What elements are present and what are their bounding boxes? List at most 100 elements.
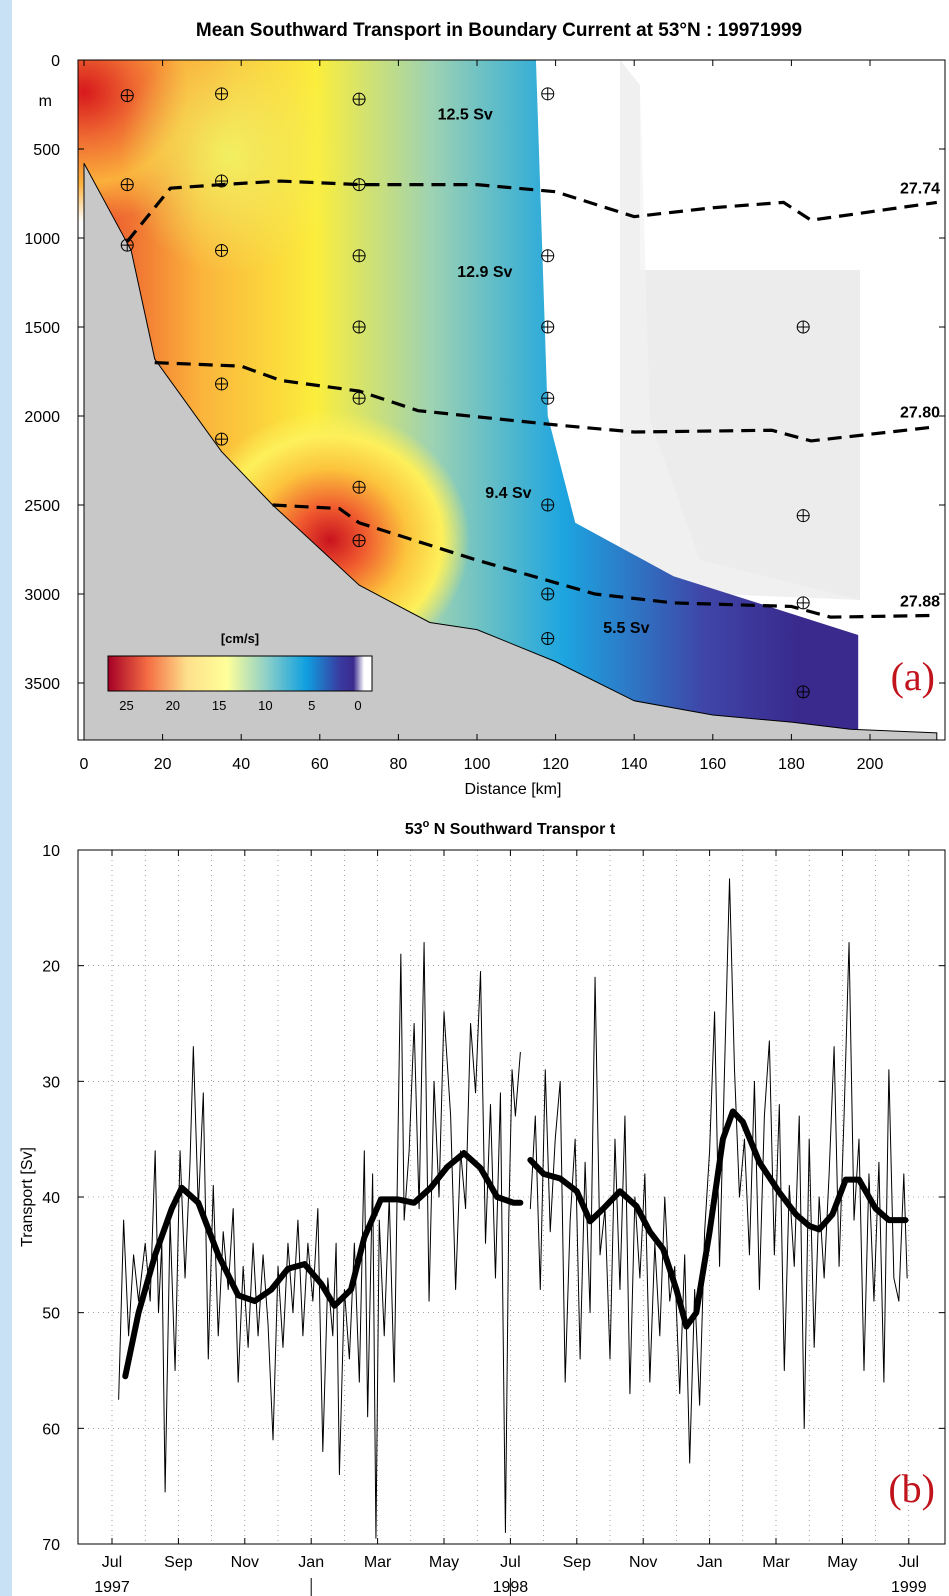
y-tick-label: 70 <box>42 1537 60 1554</box>
instrument-marker <box>352 178 366 192</box>
instrument-marker <box>541 632 555 645</box>
y-tick-label: 3500 <box>24 676 60 693</box>
instrument-marker <box>796 685 810 699</box>
x-tick-label: Jul <box>899 1554 919 1571</box>
x-tick-label: Sep <box>563 1554 592 1571</box>
colorbar-label: [cm/s] <box>221 631 259 646</box>
panel-b-title-text: 53o N Southward Transpor t <box>405 818 616 838</box>
y-tick-label: 500 <box>33 142 60 159</box>
x-year-label: 1997 <box>94 1579 130 1596</box>
panel-a-ticks: 0 20 40 60 80 100 120 140 160 180 2000500100015002… <box>24 53 945 773</box>
panel-a-xlabel: Distance [km] <box>465 781 562 798</box>
panel-b-grid <box>78 849 945 1545</box>
panel-b-letter: (b) <box>888 1466 935 1511</box>
panel-b-title: 53o N Southward Transpor t <box>405 818 616 838</box>
colorbar-tick-label: 25 <box>119 698 133 713</box>
instrument-marker <box>215 174 229 188</box>
x-tick-label: 160 <box>699 756 726 773</box>
instrument-marker <box>120 89 134 103</box>
colorbar-tick-label: 0 <box>354 698 361 713</box>
colorbar-ticks: 25 20 15 10 5 0 <box>119 698 361 713</box>
instrument-marker <box>541 87 555 101</box>
instrument-marker <box>796 596 810 610</box>
isopycnal-label: 27.74 <box>900 180 940 197</box>
colorbar-tick-label: 15 <box>212 698 226 713</box>
isopycnal-labels: 27.74 27.80 27.88 <box>900 180 940 610</box>
x-tick-label: 120 <box>542 756 569 773</box>
instruments <box>120 87 810 699</box>
isopycnal-line <box>154 361 937 443</box>
x-year-label: 1999 <box>891 1579 927 1596</box>
x-tick-label: May <box>429 1554 459 1571</box>
instrument-marker <box>796 320 810 334</box>
y-tick-label: 60 <box>42 1421 60 1438</box>
panel-b-ticks: 10 20 30 40 50 60 70 Jul Sep Nov Jan Mar May Jul Sep No… <box>42 843 945 1596</box>
instrument-marker <box>796 509 810 523</box>
instrument-marker <box>352 534 366 548</box>
sidebar-strip <box>0 0 12 1596</box>
low-speed-gray-zone <box>620 60 860 600</box>
x-tick-label: Nov <box>231 1554 259 1571</box>
instrument-marker <box>541 587 555 601</box>
colorbar-bar <box>107 655 373 692</box>
instrument-marker <box>215 432 229 446</box>
panel-a <box>78 60 945 740</box>
colorbar-tick-label: 10 <box>258 698 272 713</box>
y-tick-label: 3000 <box>24 587 60 604</box>
x-tick-label: Sep <box>164 1554 193 1571</box>
x-tick-label: Jan <box>298 1554 324 1571</box>
x-tick-label: 0 <box>80 756 89 773</box>
x-tick-label: 180 <box>778 756 805 773</box>
instrument-marker <box>352 320 366 334</box>
y-tick-label: 0 <box>51 53 60 70</box>
x-tick-label: Mar <box>762 1554 790 1571</box>
panel-a-letter: (a) <box>891 654 935 699</box>
y-tick-label: 20 <box>42 959 60 976</box>
y-tick-label: 30 <box>42 1074 60 1091</box>
transport-label: 12.9 Sv <box>457 264 512 281</box>
x-tick-label: 100 <box>464 756 491 773</box>
colorbar-tick-label: 5 <box>308 698 315 713</box>
isopycnal-label: 27.88 <box>900 593 940 610</box>
x-tick-label: 60 <box>311 756 329 773</box>
y-tick-label: 10 <box>42 843 60 860</box>
transport-labels: 12.5 Sv 12.9 Sv 9.4 Sv 5.5 Sv <box>438 107 650 638</box>
transport-label: 5.5 Sv <box>603 620 649 637</box>
panel-a-axes <box>77 59 946 741</box>
instrument-marker <box>215 377 229 391</box>
panel-a-ylabel: m <box>39 93 52 110</box>
x-tick-label: 20 <box>154 756 172 773</box>
instrument-marker <box>215 87 229 101</box>
instrument-marker <box>352 391 366 405</box>
colorbar: [cm/s] 25 20 15 10 5 0 <box>107 631 373 713</box>
low-speed-gray-zone-2 <box>640 90 860 600</box>
x-tick-label: 40 <box>232 756 250 773</box>
instrument-marker <box>541 249 555 263</box>
x-tick-label: 140 <box>621 756 648 773</box>
x-tick-label: Jul <box>500 1554 520 1571</box>
daily-transport-line <box>118 942 521 1539</box>
x-tick-label: Jul <box>102 1554 122 1571</box>
x-tick-label: 80 <box>390 756 408 773</box>
isopycnal-line <box>272 503 937 619</box>
daily-transport-line <box>529 878 908 1464</box>
instrument-marker <box>215 243 229 257</box>
isopycnals <box>125 179 938 619</box>
transport-label: 9.4 Sv <box>485 485 531 502</box>
y-tick-label: 50 <box>42 1306 60 1323</box>
transport-label: 12.5 Sv <box>438 107 493 124</box>
panel-b-ylabel: Transport [Sv] <box>19 1147 36 1247</box>
instrument-marker <box>541 320 555 334</box>
y-tick-label: 2500 <box>24 498 60 515</box>
isopycnal-line <box>125 179 938 243</box>
x-tick-label: May <box>827 1554 857 1571</box>
isopycnal-label: 27.80 <box>900 405 940 422</box>
panel-a-title: Mean Southward Transport in Boundary Cur… <box>196 20 802 41</box>
x-tick-label: 200 <box>857 756 884 773</box>
colorbar-tick-label: 20 <box>166 698 180 713</box>
instrument-marker <box>352 249 366 263</box>
y-tick-label: 1000 <box>24 231 60 248</box>
y-tick-label: 40 <box>42 1190 60 1207</box>
x-tick-label: Mar <box>364 1554 392 1571</box>
